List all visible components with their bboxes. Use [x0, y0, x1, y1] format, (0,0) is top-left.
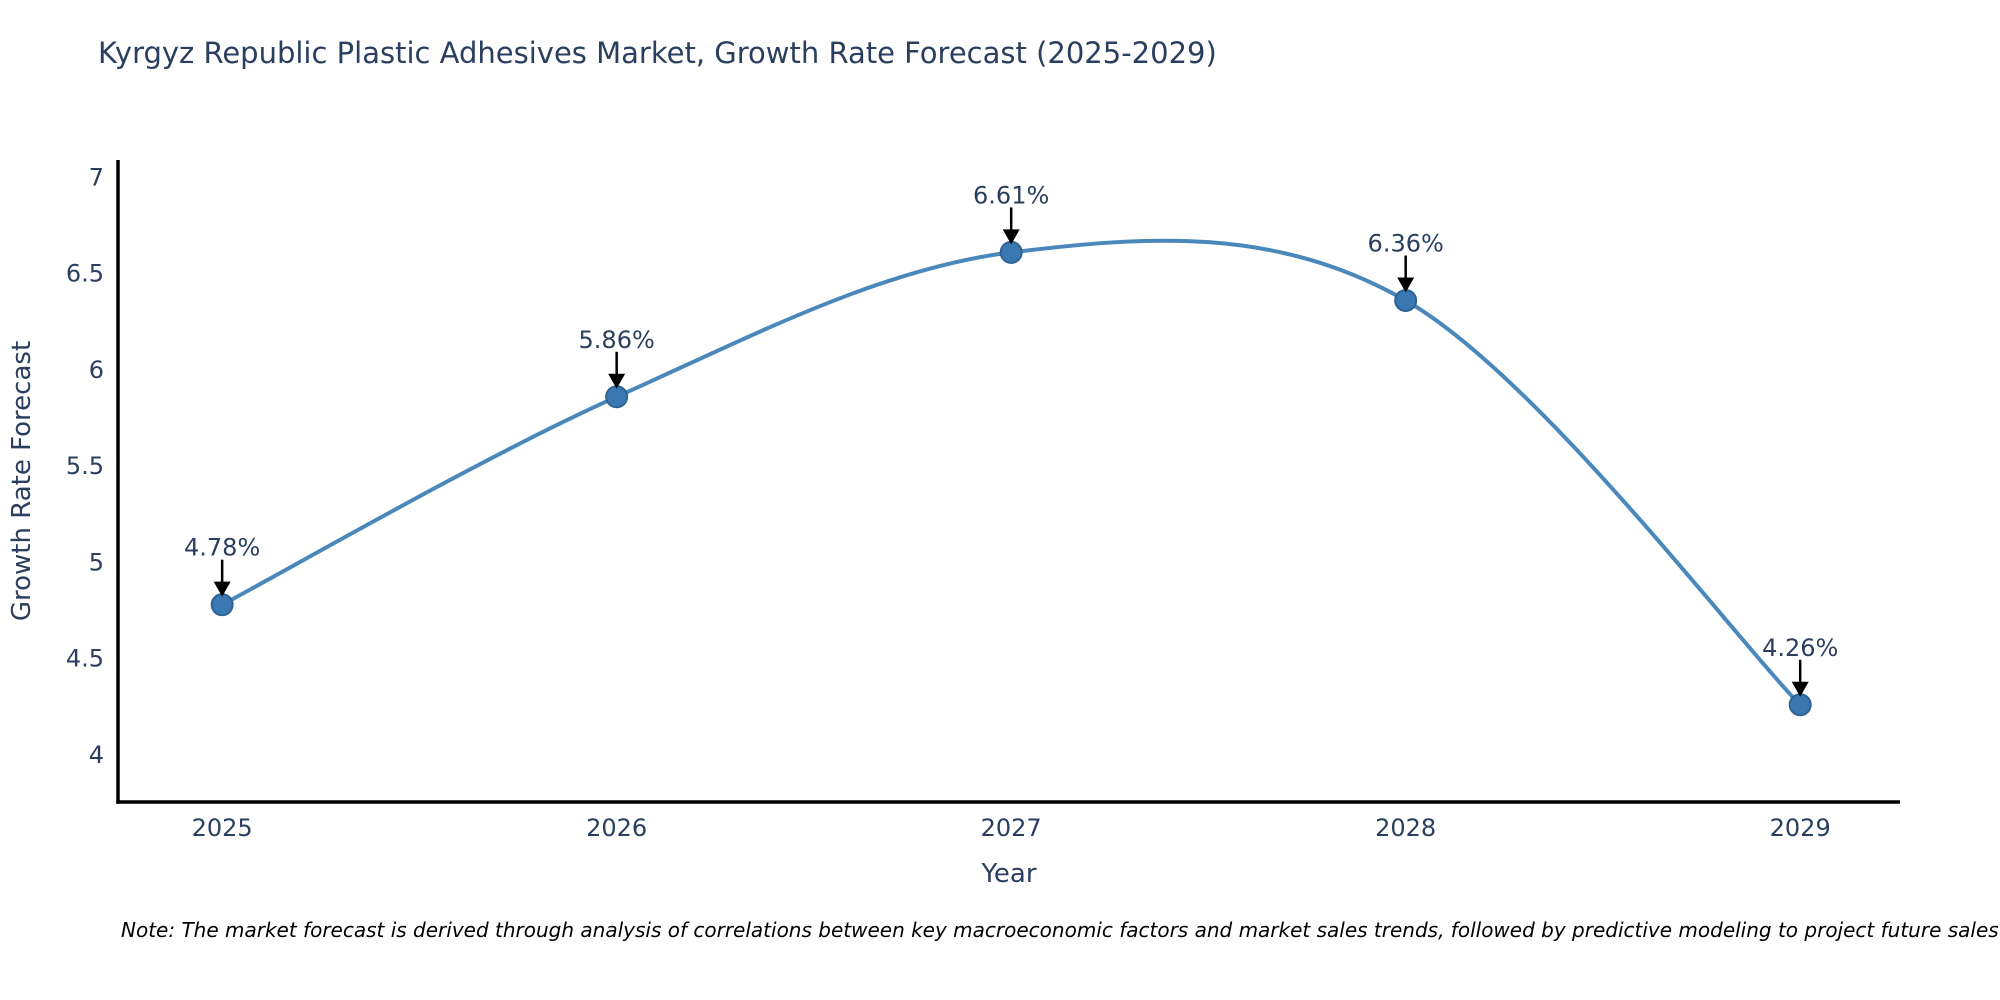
data-point-marker	[1788, 693, 1812, 717]
y-tick-label: 5.5	[66, 452, 104, 480]
annotation-arrowhead	[213, 581, 231, 597]
x-tick-label: 2026	[586, 814, 647, 842]
annotation: 4.26%	[1762, 634, 1838, 697]
y-tick-label: 7	[89, 163, 104, 191]
annotation: 6.36%	[1368, 230, 1444, 293]
x-tick-label: 2027	[981, 814, 1042, 842]
y-tick-label: 6	[89, 356, 104, 384]
annotation-arrowhead	[1397, 277, 1415, 293]
x-tick-label: 2029	[1770, 814, 1831, 842]
annotation-arrowhead	[1002, 229, 1020, 245]
annotation-label: 5.86%	[579, 326, 655, 354]
annotation-label: 6.36%	[1368, 230, 1444, 258]
annotation-label: 6.61%	[973, 181, 1049, 209]
x-tick-label: 2025	[192, 814, 253, 842]
annotation: 6.61%	[973, 181, 1049, 245]
annotation: 5.86%	[579, 326, 655, 389]
annotation-label: 4.26%	[1762, 634, 1838, 662]
series-line	[220, 238, 1803, 707]
y-tick-label: 4	[89, 741, 104, 769]
y-tick-label: 5	[89, 548, 104, 576]
chart-title: Kyrgyz Republic Plastic Adhesives Market…	[98, 36, 1217, 70]
annotation-arrowhead	[1791, 681, 1809, 697]
y-tick-label: 4.5	[66, 645, 104, 673]
y-tick-label: 6.5	[66, 260, 104, 288]
annotation-label: 4.78%	[184, 534, 260, 562]
data-point-marker	[210, 593, 234, 617]
x-axis-title: Year	[980, 859, 1036, 889]
y-axis-title: Growth Rate Forecast	[7, 341, 37, 621]
annotation-arrowhead	[608, 373, 626, 389]
data-point-marker	[999, 240, 1023, 264]
footnote: Note: The market forecast is derived thr…	[121, 918, 1999, 942]
data-point-marker	[1394, 289, 1418, 313]
x-tick-label: 2028	[1375, 814, 1436, 842]
annotation: 4.78%	[184, 534, 260, 597]
data-point-marker	[605, 385, 629, 409]
